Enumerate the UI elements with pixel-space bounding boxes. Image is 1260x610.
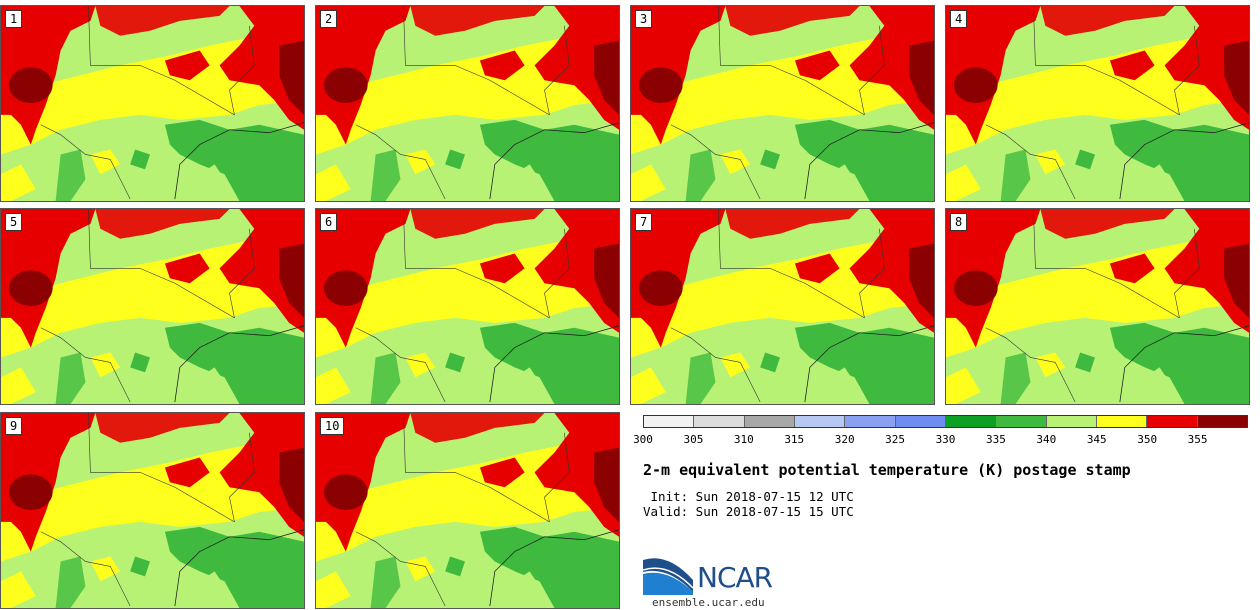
colorbar-segment: [1197, 416, 1247, 427]
colorbar-tick-label: 330: [935, 433, 956, 446]
valid-time: Valid: Sun 2018-07-15 15 UTC: [643, 504, 854, 519]
colorbar-tick-label: 315: [784, 433, 805, 446]
colorbar-tick-label: 325: [885, 433, 906, 446]
member-number: 2: [320, 10, 338, 28]
map-field: [316, 6, 619, 201]
ncar-logo-icon: [643, 558, 694, 595]
postage-stamp-panel-1: 1: [0, 5, 305, 202]
map-field: [316, 209, 619, 404]
member-number: 6: [320, 213, 338, 231]
map-field: [946, 6, 1249, 201]
map-field: [631, 209, 934, 404]
init-time: Init: Sun 2018-07-15 12 UTC: [643, 489, 854, 504]
map-field: [316, 413, 619, 608]
colorbar-segment: [694, 416, 745, 427]
postage-stamp-panel-7: 7: [630, 208, 935, 405]
colorbar-tick-label: 335: [985, 433, 1006, 446]
member-number: 1: [5, 10, 23, 28]
postage-stamp-panel-6: 6: [315, 208, 620, 405]
colorbar-segment: [845, 416, 896, 427]
colorbar-tick-label: 305: [683, 433, 704, 446]
member-number: 9: [5, 417, 23, 435]
colorbar-segment: [644, 416, 695, 427]
colorbar-segment: [794, 416, 846, 427]
member-number: 4: [950, 10, 968, 28]
postage-stamp-panel-2: 2: [315, 5, 620, 202]
postage-stamp-panel-9: 9: [0, 412, 305, 609]
postage-stamp-panel-3: 3: [630, 5, 935, 202]
colorbar-segment: [996, 416, 1047, 427]
site-url[interactable]: ensemble.ucar.edu: [652, 596, 765, 609]
postage-stamp-panel-10: 10: [315, 412, 620, 609]
map-field: [946, 209, 1249, 404]
colorbar-tick-label: 350: [1137, 433, 1158, 446]
colorbar-tick-label: 320: [834, 433, 855, 446]
postage-stamp-panel-5: 5: [0, 208, 305, 405]
map-field: [631, 6, 934, 201]
colorbar-tick-label: 355: [1187, 433, 1208, 446]
postage-stamp-panel-8: 8: [945, 208, 1250, 405]
member-number: 8: [950, 213, 968, 231]
colorbar: [643, 415, 1248, 428]
logo-text: NCAR: [697, 561, 773, 594]
colorbar-segment: [945, 416, 997, 427]
map-field: [1, 209, 304, 404]
map-field: [1, 413, 304, 608]
colorbar-tick-label: 345: [1086, 433, 1107, 446]
colorbar-tick-label: 300: [633, 433, 653, 446]
colorbar-segment: [1096, 416, 1148, 427]
member-number: 3: [635, 10, 653, 28]
chart-title: 2-m equivalent potential temperature (K)…: [643, 461, 1131, 479]
postage-stamp-panel-4: 4: [945, 5, 1250, 202]
colorbar-tick-label: 340: [1036, 433, 1057, 446]
member-number: 7: [635, 213, 653, 231]
colorbar-segment: [1046, 416, 1097, 427]
colorbar-segment: [895, 416, 946, 427]
member-number: 10: [320, 417, 345, 435]
colorbar-tick-label: 310: [733, 433, 754, 446]
colorbar-segment: [1147, 416, 1198, 427]
member-number: 5: [5, 213, 23, 231]
colorbar-segment: [744, 416, 795, 427]
map-field: [1, 6, 304, 201]
